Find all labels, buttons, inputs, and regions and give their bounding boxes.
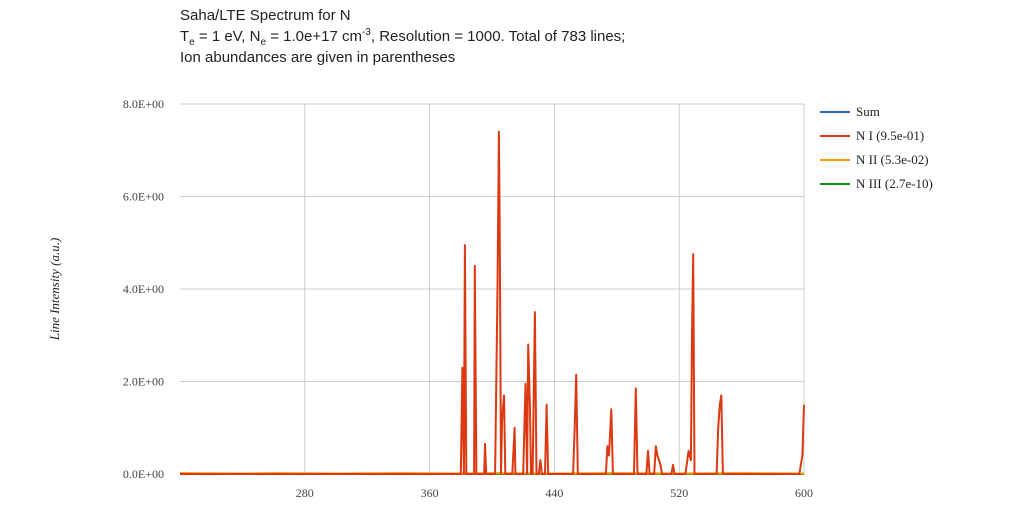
grid (180, 103, 805, 475)
ne-value: = 1.0e+17 cm (266, 28, 362, 45)
te-symbol: T (180, 28, 190, 45)
x-tick-label: 280 (296, 486, 314, 500)
title-line-3: Ion abundances are given in parentheses (180, 49, 456, 66)
x-tick-label: 440 (545, 486, 563, 500)
x-axis-ticks: 280 360 440 520 600 (296, 486, 813, 500)
title-line-2: Te = 1 eV, Ne = 1.0e+17 cm-3, Resolution… (180, 26, 626, 48)
x-tick-label: 520 (670, 486, 688, 500)
y-axis-ticks: 0.0E+00 2.0E+00 4.0E+00 6.0E+00 8.0E+00 (123, 97, 164, 481)
legend-label-n-ii: N II (5.3e-02) (856, 152, 929, 167)
y-axis-label: Line Intensity (a.u.) (47, 238, 62, 342)
series-line-n-i (180, 130, 805, 475)
y-tick-label: 4.0E+00 (123, 282, 164, 296)
ne-superscript: -3 (361, 27, 371, 38)
legend-label-n-iii: N III (2.7e-10) (856, 176, 933, 191)
title-line-1: Saha/LTE Spectrum for N (180, 7, 351, 24)
y-tick-label: 6.0E+00 (123, 190, 164, 204)
x-tick-label: 600 (795, 486, 813, 500)
legend: Sum N I (9.5e-01) N II (5.3e-02) N III (2.7… (820, 104, 933, 191)
ne-subscript: e (260, 37, 267, 48)
legend-label-sum: Sum (856, 104, 880, 119)
y-tick-label: 0.0E+00 (123, 467, 164, 481)
title-line-2-rest: , Resolution = 1000. Total of 783 lines; (370, 28, 626, 45)
y-tick-label: 8.0E+00 (123, 97, 164, 111)
x-tick-label: 360 (421, 486, 439, 500)
series-lines (179, 130, 805, 475)
te-subscript: e (189, 37, 195, 48)
te-value: = 1 eV, N (194, 28, 261, 45)
legend-label-n-i: N I (9.5e-01) (856, 128, 924, 143)
y-tick-label: 2.0E+00 (123, 375, 164, 389)
chart-title: Saha/LTE Spectrum for N Te = 1 eV, Ne = … (180, 5, 625, 68)
